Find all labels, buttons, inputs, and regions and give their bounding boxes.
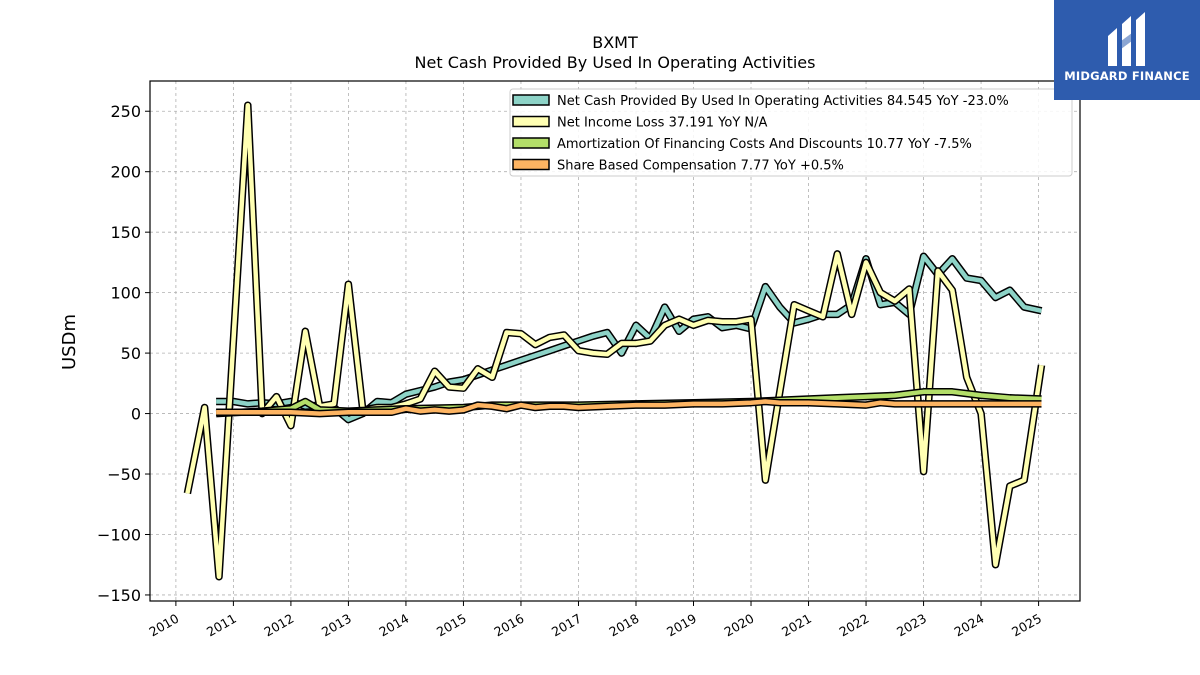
- y-tick-label: −50: [107, 465, 141, 484]
- x-tick-label: 2024: [952, 611, 987, 640]
- chart-subtitle: Net Cash Provided By Used In Operating A…: [415, 53, 816, 72]
- x-tick-label: 2011: [204, 611, 239, 640]
- x-tick-label: 2016: [491, 611, 526, 640]
- legend-entry: Amortization Of Financing Costs And Disc…: [557, 137, 972, 152]
- axis-ticks: −150 −100 −50 0 50 100 150 200 250 2010 2011 2012 20…: [97, 102, 1044, 639]
- legend-box: [509, 88, 1073, 177]
- legend-swatch: [512, 137, 550, 149]
- chart-title: BXMT: [592, 33, 638, 52]
- x-tick-label: 2014: [376, 611, 411, 640]
- legend-swatch: [512, 115, 550, 128]
- series-3: [216, 397, 1042, 418]
- y-tick-label: −150: [97, 586, 141, 605]
- series-0: [216, 252, 1043, 424]
- x-tick-label: 2022: [836, 611, 871, 640]
- x-tick-label: 2020: [721, 611, 756, 640]
- y-tick-label: 50: [121, 344, 141, 363]
- series-line: [216, 254, 1042, 422]
- legend-entry: Share Based Compensation 7.77 YoY +0.5%: [557, 159, 844, 174]
- x-tick-label: 2023: [894, 611, 929, 640]
- legend-entry: Net Cash Provided By Used In Operating A…: [557, 94, 1009, 109]
- legend-swatch: [512, 158, 550, 171]
- x-tick-label: 2015: [434, 611, 469, 640]
- series-layer: [183, 101, 1046, 581]
- y-axis-label: USDm: [59, 314, 80, 370]
- midgard-m-icon: [1108, 12, 1145, 66]
- x-tick-label: 2021: [779, 611, 814, 640]
- x-tick-label: 2013: [319, 611, 354, 640]
- x-tick-label: 2025: [1009, 611, 1044, 640]
- x-tick-label: 2012: [261, 611, 296, 640]
- series-line: [185, 102, 1044, 580]
- y-tick-label: 150: [110, 223, 141, 242]
- legend-swatch: [512, 94, 550, 106]
- legend: Net Cash Provided By Used In Operating A…: [509, 88, 1073, 177]
- y-tick-label: −100: [97, 525, 141, 544]
- series-line: [216, 399, 1042, 416]
- x-tick-label: 2010: [146, 611, 181, 640]
- y-tick-label: 0: [131, 405, 141, 424]
- y-tick-label: 250: [110, 102, 141, 121]
- legend-entry: Net Income Loss 37.191 YoY N/A: [557, 116, 768, 131]
- brand-name: MIDGARD FINANCE: [1064, 69, 1190, 83]
- x-tick-label: 2018: [606, 611, 641, 640]
- midgard-logo: MIDGARD FINANCE: [1054, 0, 1200, 100]
- plot-frame: [149, 80, 1081, 602]
- y-tick-label: 200: [110, 163, 141, 182]
- y-tick-label: 100: [110, 284, 141, 303]
- x-tick-label: 2017: [549, 611, 584, 640]
- x-tick-label: 2019: [664, 611, 699, 640]
- series-1: [183, 101, 1046, 581]
